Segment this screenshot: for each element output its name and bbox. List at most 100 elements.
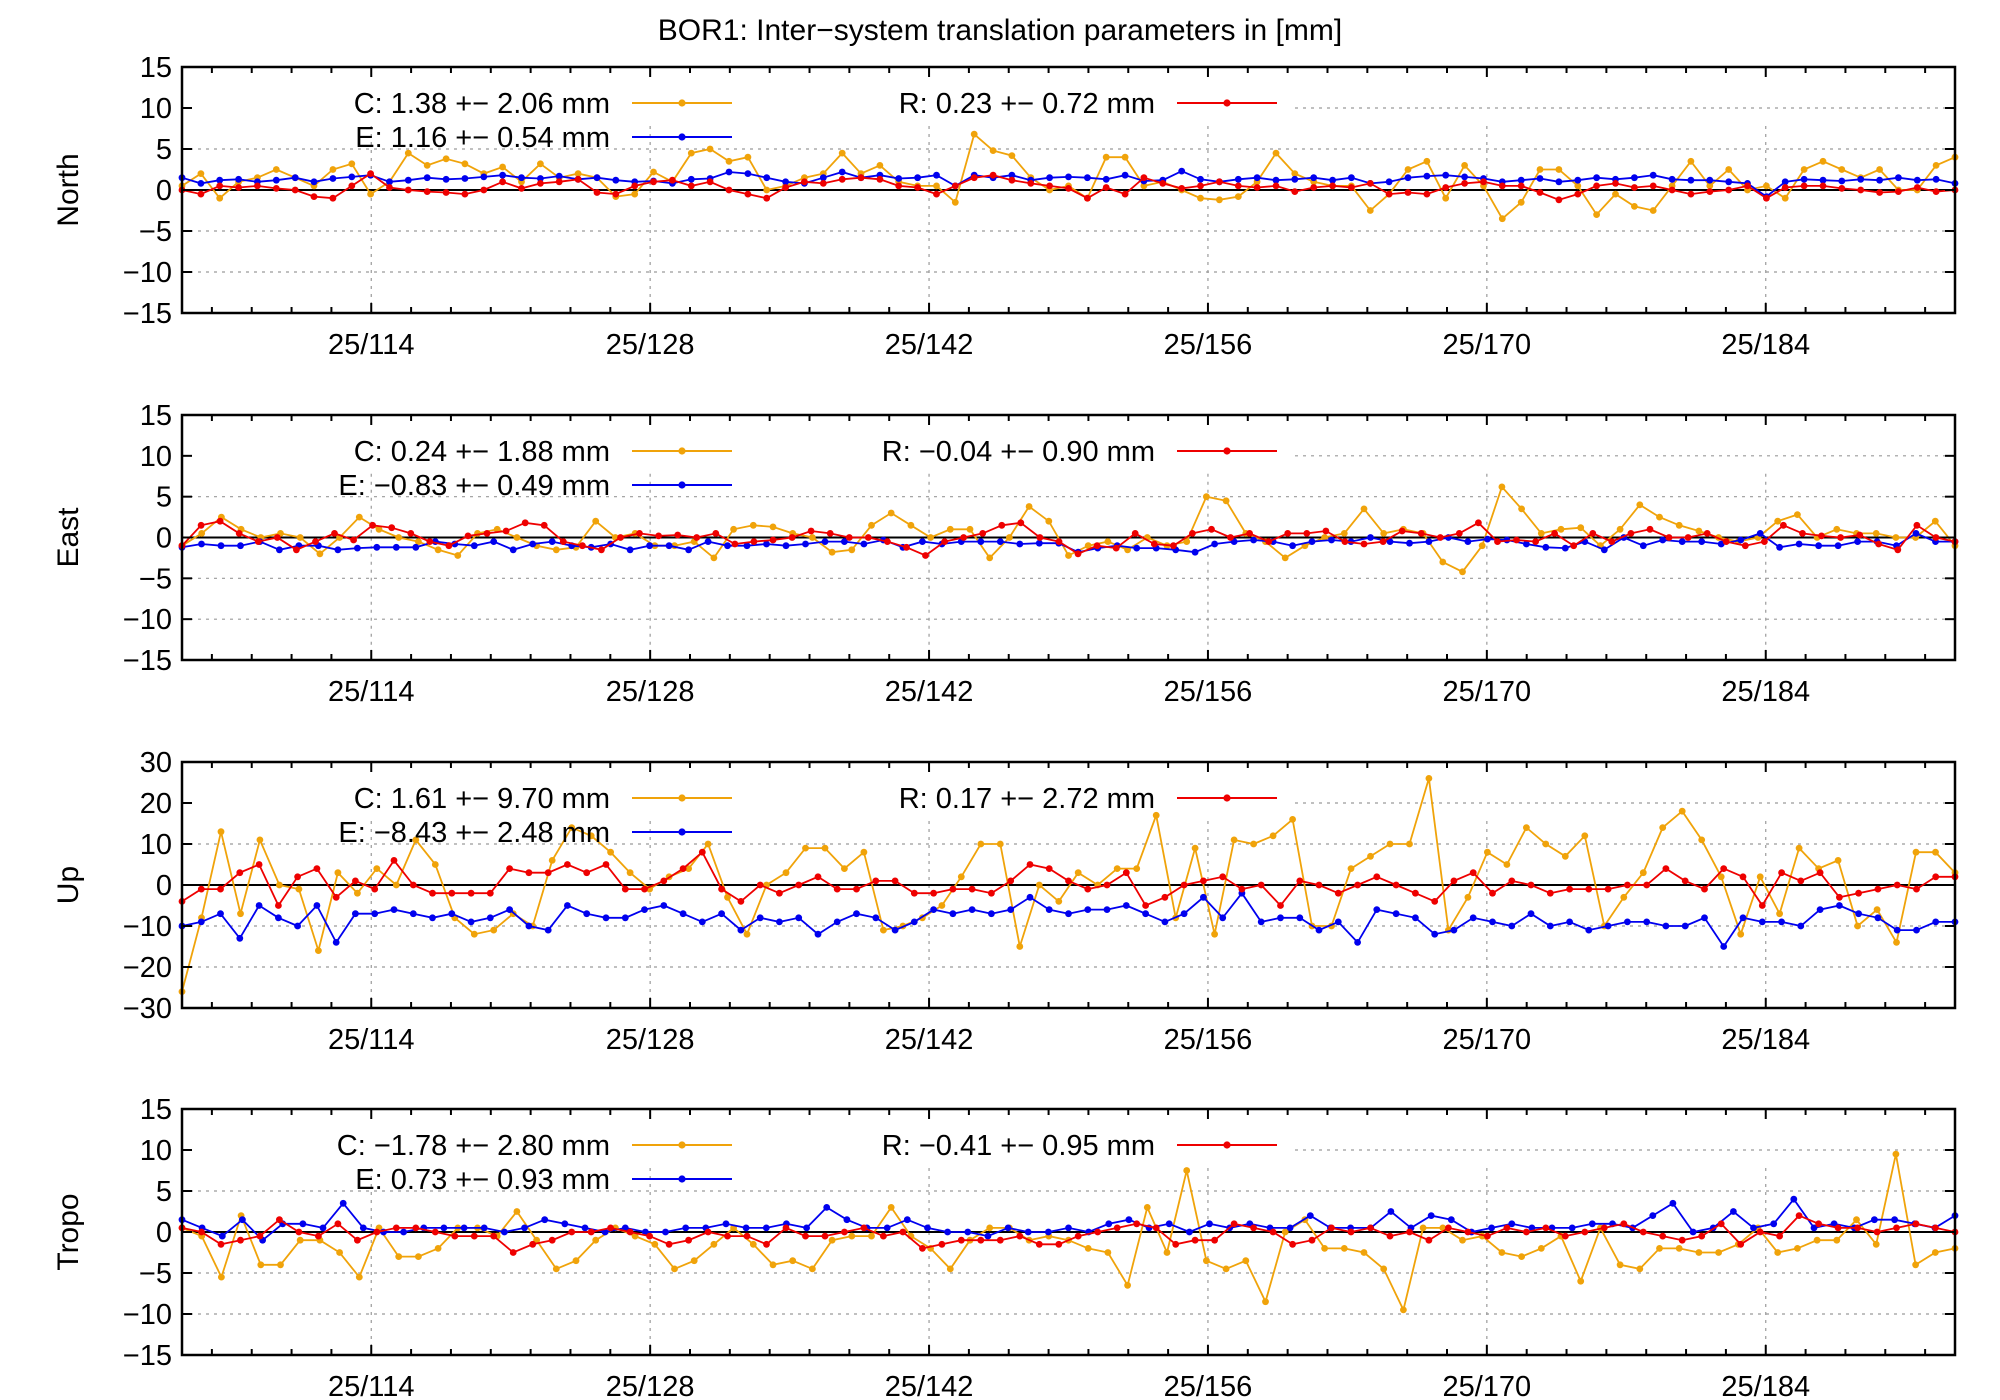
- data-point-E: [1161, 918, 1169, 926]
- data-point-R: [802, 1232, 809, 1240]
- data-point-C: [1503, 861, 1511, 868]
- data-point-R: [1758, 902, 1766, 909]
- data-point-C: [1800, 166, 1808, 173]
- data-point-R: [930, 889, 937, 897]
- data-point-E: [802, 540, 809, 548]
- data-point-E: [423, 174, 431, 182]
- data-point-R: [1744, 182, 1751, 190]
- data-point-C: [1459, 1236, 1466, 1244]
- data-point-R: [1627, 530, 1635, 537]
- data-point-R: [957, 1236, 965, 1244]
- y-tick-label: 20: [140, 788, 172, 820]
- y-tick-label: 30: [140, 747, 172, 779]
- data-point-E: [1354, 939, 1361, 946]
- data-point-E: [581, 1224, 589, 1232]
- panels: 15 10 5 0 −5 −10 −15 25/114 25/128 25/142 25/156 25…: [52, 52, 1959, 1400]
- data-point-C: [216, 194, 224, 202]
- data-point-R: [1566, 885, 1573, 893]
- data-point-R: [602, 861, 610, 868]
- x-tick-label: 25/184: [1721, 676, 1810, 708]
- x-tick-label: 25/142: [885, 1371, 974, 1400]
- data-point-C: [1593, 211, 1600, 219]
- data-point-E: [460, 1224, 468, 1232]
- data-point-C: [1893, 939, 1900, 946]
- data-point-R: [744, 190, 752, 198]
- data-point-R: [429, 889, 436, 897]
- data-point-E: [718, 910, 725, 918]
- data-point-R: [1027, 180, 1035, 187]
- data-point-C: [868, 521, 875, 529]
- data-point-E: [930, 906, 937, 913]
- data-point-R: [1026, 861, 1034, 868]
- data-point-C: [1833, 525, 1841, 533]
- data-point-R: [1035, 1240, 1043, 1248]
- data-point-R: [712, 530, 720, 537]
- data-point-R: [369, 521, 376, 529]
- x-tick-label: 25/142: [885, 1024, 974, 1056]
- data-point-R: [617, 534, 624, 541]
- legend-label-R: R: 0.17 +− 2.72 mm: [899, 783, 1155, 815]
- data-point-R: [922, 552, 929, 559]
- data-point-R: [555, 178, 563, 186]
- data-point-R: [1620, 1220, 1628, 1228]
- data-point-C: [1794, 1245, 1801, 1252]
- data-point-R: [660, 877, 668, 885]
- data-point-R: [1913, 885, 1920, 893]
- data-point-C: [1423, 157, 1431, 165]
- y-tick-label: −15: [123, 645, 172, 677]
- data-point-R: [197, 521, 205, 529]
- data-point-E: [236, 934, 244, 942]
- data-point-R: [679, 865, 687, 872]
- data-point-E: [348, 173, 356, 181]
- data-point-R: [626, 1228, 634, 1236]
- data-point-R: [1197, 182, 1204, 190]
- data-point-E: [480, 1224, 488, 1232]
- data-point-C: [927, 534, 934, 541]
- data-point-E: [1932, 918, 1940, 926]
- data-point-E: [1461, 173, 1468, 181]
- data-point-E: [1024, 1228, 1032, 1236]
- data-point-R: [559, 538, 567, 545]
- data-point-C: [1340, 530, 1348, 537]
- data-point-R: [706, 178, 714, 186]
- data-point-E: [1649, 171, 1657, 179]
- data-point-R: [315, 1232, 322, 1240]
- data-point-E: [924, 1224, 931, 1232]
- data-point-C: [548, 857, 556, 864]
- data-point-C: [876, 162, 884, 169]
- x-tick-label: 25/184: [1721, 329, 1810, 361]
- data-point-R: [857, 174, 865, 182]
- data-point-R: [1045, 865, 1053, 872]
- data-point-R: [607, 1224, 614, 1232]
- data-point-E: [1026, 893, 1034, 901]
- data-point-C: [946, 1265, 954, 1273]
- data-point-C: [1932, 848, 1939, 856]
- data-point-R: [1461, 180, 1468, 187]
- y-axis-label: North: [52, 153, 85, 226]
- y-axis-label: Up: [52, 866, 85, 904]
- data-point-C: [841, 865, 848, 872]
- data-point-R: [1561, 1232, 1569, 1240]
- data-point-R: [1612, 180, 1619, 187]
- data-point-R: [1436, 534, 1444, 541]
- data-point-E: [621, 1224, 629, 1232]
- data-point-C: [1872, 530, 1880, 537]
- data-point-E: [313, 902, 321, 909]
- data-point-R: [782, 184, 789, 191]
- data-point-R: [1756, 1228, 1764, 1236]
- data-point-E: [742, 1224, 750, 1232]
- data-point-E: [944, 1228, 951, 1236]
- data-point-C: [704, 840, 712, 848]
- data-point-R: [1581, 1228, 1589, 1236]
- data-point-R: [467, 889, 475, 897]
- data-point-E: [525, 922, 533, 930]
- legend-marker-C: [678, 99, 686, 107]
- data-point-C: [838, 149, 846, 157]
- data-point-C: [651, 1240, 659, 1248]
- data-point-R: [1649, 182, 1657, 190]
- data-point-R: [502, 527, 510, 535]
- data-point-R: [704, 1228, 712, 1236]
- data-point-R: [506, 865, 513, 872]
- legend-label-R: R: 0.23 +− 0.72 mm: [899, 88, 1155, 120]
- data-point-E: [949, 910, 957, 918]
